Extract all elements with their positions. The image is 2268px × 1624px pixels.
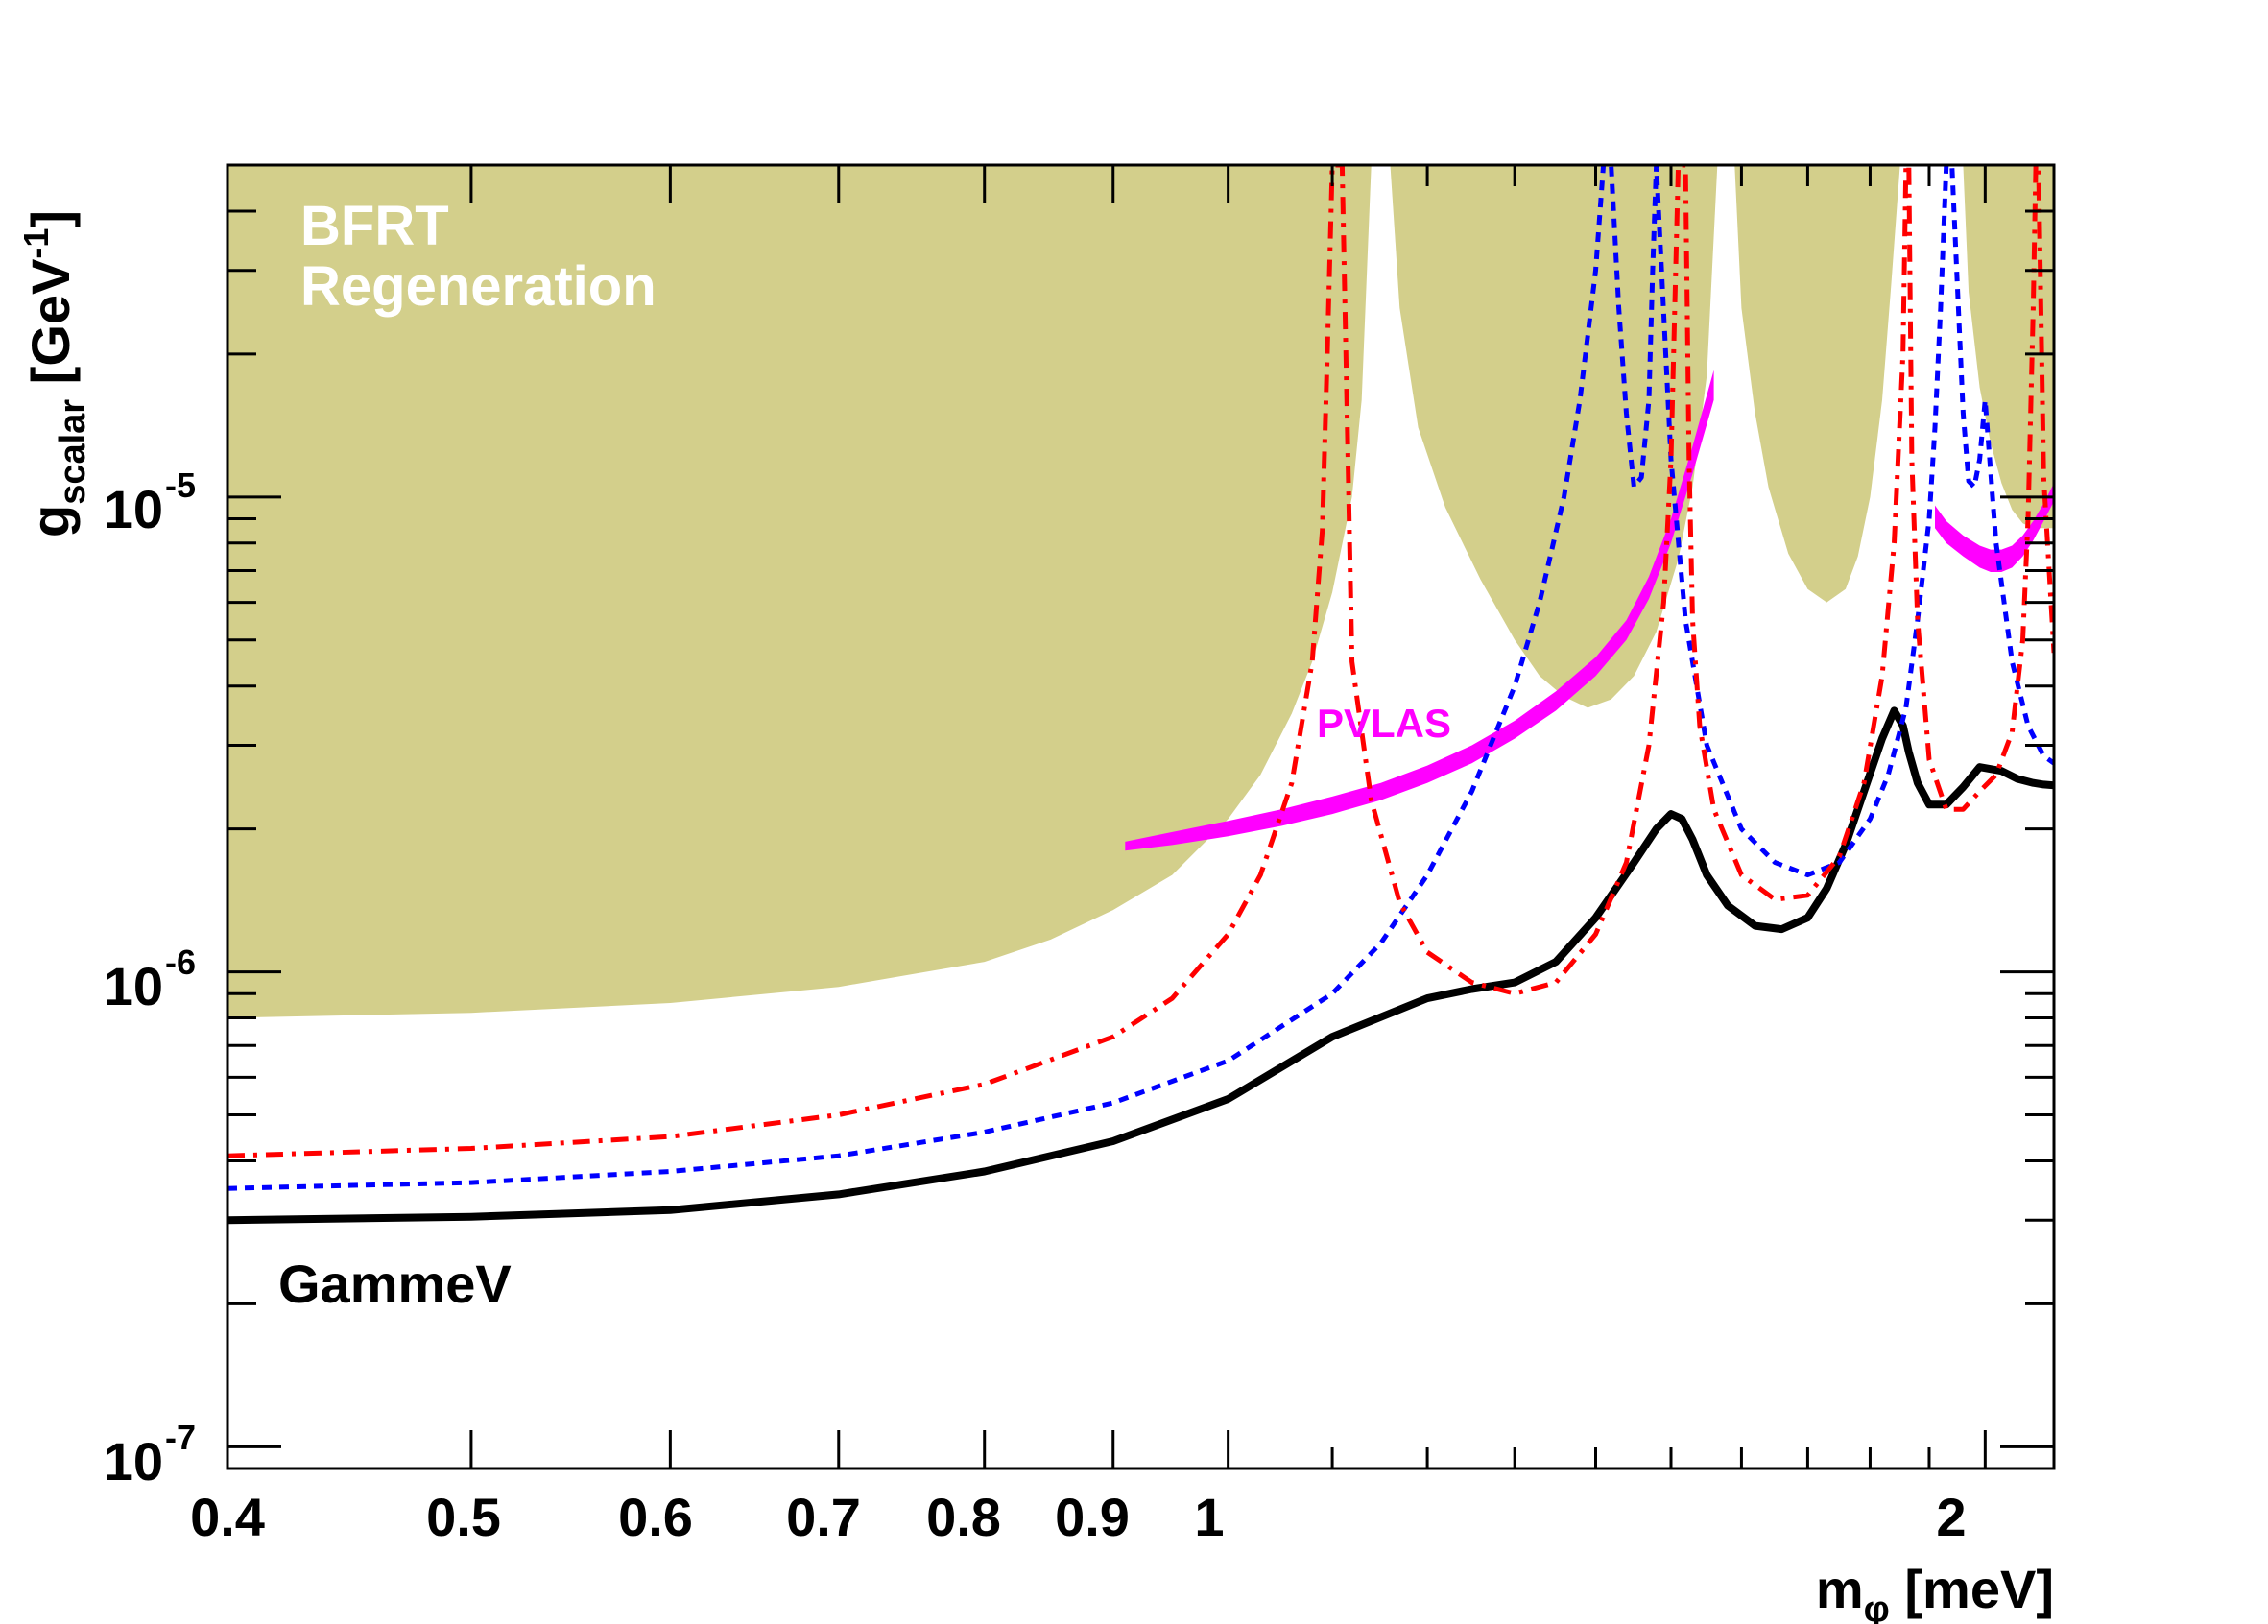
bfrt-region-lobe-1 [1390,165,1718,708]
ticks-layer [226,165,2054,1469]
bfrt-region-lobe-0 [227,165,1372,1018]
x-tick-label-0.6: 0.6 [618,1487,693,1547]
blue-dotted-line [227,165,2054,1191]
series-layer [227,165,2054,1225]
x-tick-label-0.7: 0.7 [786,1487,861,1547]
excluded-regions [227,165,2054,1018]
x-tick-label-0.8: 0.8 [926,1487,1001,1547]
annotation-pvlas: PVLAS [1317,701,1451,746]
plot-frame [226,163,2056,1470]
x-axis-label: mφ [meV] [1816,1559,2054,1624]
y-tick-label-1e-7: 10 [104,1431,163,1492]
x-tick-label-0.9: 0.9 [1055,1487,1130,1547]
y-tick-exp-1e-5: -5 [165,466,196,505]
pvlas-band-1 [1935,483,2054,572]
y-axis-label: gscalar [GeV-1] [16,210,93,537]
y-tick-exp-1e-7: -7 [165,1418,196,1457]
x-tick-label-0.5: 0.5 [426,1487,501,1547]
y-tick-exp-1e-6: -6 [165,943,196,982]
x-tick-label-1: 1 [1194,1487,1224,1547]
bfrt-region-lobe-2 [1734,165,1900,603]
y-tick-label-1e-6: 10 [104,956,163,1016]
x-tick-label-0.4: 0.4 [190,1487,265,1547]
red-dashdot-line [227,165,2054,1158]
annotation-bfrt-line1: BFRT [300,195,449,257]
gammev-limit-line [227,706,2054,1225]
annotation-bfrt-line2: Regeneration [300,255,657,318]
x-tick-label-2: 2 [1936,1487,1966,1547]
y-tick-label-1e-5: 10 [104,479,163,539]
annotation-gammev: GammeV [278,1254,512,1314]
plot-area [227,165,2054,1225]
